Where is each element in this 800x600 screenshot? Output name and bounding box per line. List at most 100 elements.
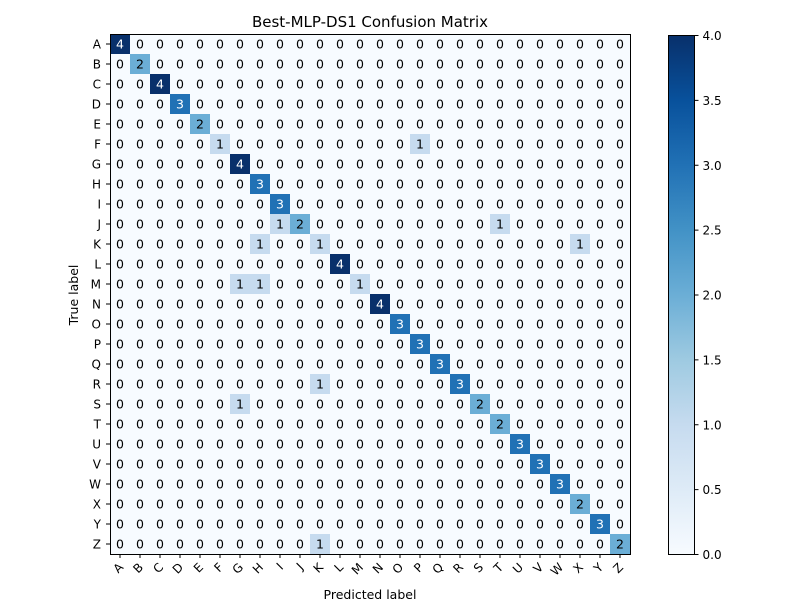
heatmap-cell — [290, 254, 311, 275]
heatmap-cell — [470, 354, 491, 375]
cell-value-label: 0 — [376, 117, 384, 132]
heatmap-cell — [390, 454, 411, 475]
cell-value-label: 0 — [616, 237, 624, 252]
heatmap-cell — [150, 114, 171, 135]
cell-value-label: 0 — [296, 157, 304, 172]
cell-value-label: 0 — [176, 157, 184, 172]
heatmap-cell — [590, 114, 611, 135]
heatmap-cell — [590, 454, 611, 475]
heatmap-cell — [490, 294, 511, 315]
cell-value-label: 0 — [156, 537, 164, 552]
cell-value-label: 0 — [216, 277, 224, 292]
cell-value-label: 0 — [376, 97, 384, 112]
cell-value-label: 0 — [156, 137, 164, 152]
heatmap-cell — [130, 214, 151, 235]
heatmap-cell — [150, 354, 171, 375]
cell-value-label: 0 — [116, 457, 124, 472]
heatmap-cell — [130, 334, 151, 355]
cell-value-label: 0 — [196, 77, 204, 92]
heatmap-cell — [330, 374, 351, 395]
cell-value-label: 0 — [616, 317, 624, 332]
heatmap-cell — [270, 34, 291, 55]
cell-value-label: 0 — [216, 77, 224, 92]
y-tick-label: T — [93, 418, 102, 432]
cell-value-label: 0 — [496, 397, 504, 412]
heatmap-cell — [290, 394, 311, 415]
cell-value-label: 0 — [116, 297, 124, 312]
heatmap-cell — [210, 74, 231, 95]
heatmap-cell — [450, 434, 471, 455]
heatmap-cell — [130, 234, 151, 255]
cell-value-label: 0 — [496, 177, 504, 192]
heatmap-cell — [610, 174, 631, 195]
cell-value-label: 0 — [476, 257, 484, 272]
cell-value-label: 0 — [616, 417, 624, 432]
cell-value-label: 0 — [356, 457, 364, 472]
heatmap-cell — [370, 154, 391, 175]
heatmap-cell — [150, 34, 171, 55]
cell-value-label: 0 — [276, 237, 284, 252]
cell-value-label: 0 — [576, 257, 584, 272]
heatmap-cell — [250, 494, 271, 515]
heatmap-cell — [410, 174, 431, 195]
cell-value-label: 0 — [536, 377, 544, 392]
cell-value-label: 0 — [216, 197, 224, 212]
heatmap-cell — [450, 294, 471, 315]
heatmap-cell — [130, 114, 151, 135]
cell-value-label: 0 — [576, 477, 584, 492]
cell-value-label: 0 — [556, 337, 564, 352]
heatmap-cell — [330, 394, 351, 415]
cell-value-label: 0 — [156, 217, 164, 232]
heatmap-cell — [470, 234, 491, 255]
cell-value-label: 0 — [336, 397, 344, 412]
cell-value-label: 0 — [196, 457, 204, 472]
cell-value-label: 0 — [356, 417, 364, 432]
heatmap-cell — [490, 394, 511, 415]
heatmap-cell — [430, 474, 451, 495]
cell-value-label: 0 — [376, 497, 384, 512]
heatmap-cell — [190, 194, 211, 215]
cell-value-label: 0 — [596, 537, 604, 552]
cell-value-label: 0 — [496, 57, 504, 72]
cell-value-label: 0 — [156, 357, 164, 372]
cell-value-label: 0 — [296, 377, 304, 392]
cell-value-label: 0 — [276, 457, 284, 472]
heatmap-cell — [390, 214, 411, 235]
heatmap-cell — [550, 334, 571, 355]
cell-value-label: 0 — [336, 517, 344, 532]
cell-value-label: 0 — [396, 357, 404, 372]
cell-value-label: 0 — [336, 297, 344, 312]
cell-value-label: 0 — [416, 37, 424, 52]
cell-value-label: 0 — [416, 517, 424, 532]
heatmap-cell — [310, 174, 331, 195]
cell-value-label: 0 — [376, 377, 384, 392]
cell-value-label: 0 — [176, 477, 184, 492]
cell-value-label: 0 — [116, 97, 124, 112]
cell-value-label: 1 — [256, 237, 264, 252]
heatmap-cell — [590, 494, 611, 515]
cell-value-label: 0 — [496, 37, 504, 52]
cell-value-label: 0 — [316, 57, 324, 72]
heatmap-cell — [230, 274, 251, 295]
heatmap-cell — [470, 454, 491, 475]
cell-value-label: 0 — [456, 337, 464, 352]
cell-value-label: 0 — [496, 197, 504, 212]
cell-value-label: 0 — [276, 517, 284, 532]
heatmap-cell — [490, 534, 511, 555]
heatmap-cell — [290, 334, 311, 355]
cell-value-label: 0 — [436, 497, 444, 512]
cell-value-label: 0 — [216, 377, 224, 392]
cell-value-label: 0 — [476, 297, 484, 312]
cell-value-label: 0 — [256, 217, 264, 232]
heatmap-cell — [390, 114, 411, 135]
cell-value-label: 0 — [216, 517, 224, 532]
cell-value-label: 0 — [336, 497, 344, 512]
cell-value-label: 0 — [176, 437, 184, 452]
cell-value-label: 0 — [136, 157, 144, 172]
heatmap-cell — [330, 494, 351, 515]
cell-value-label: 0 — [256, 377, 264, 392]
cell-value-label: 0 — [436, 237, 444, 252]
cell-value-label: 0 — [416, 157, 424, 172]
cell-value-label: 0 — [176, 337, 184, 352]
heatmap-cell — [230, 174, 251, 195]
